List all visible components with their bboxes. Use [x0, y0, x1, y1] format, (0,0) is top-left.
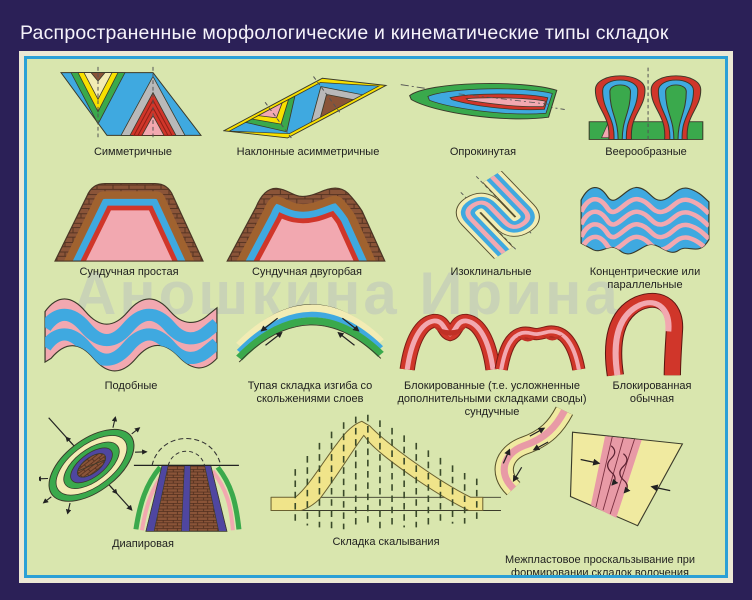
figure-caption: Симметричные: [93, 146, 173, 158]
figure-blocked-ordinary: Блокированная обычная: [591, 291, 713, 406]
figure-caption: Диапировая: [112, 538, 174, 550]
figure-caption: Межпластовое проскальзывание при формиро…: [504, 554, 696, 575]
figure-caption: Складка скалывания: [332, 536, 440, 548]
figure-box-double: Сундучная двугорбая: [219, 175, 395, 279]
figure-similar: Подобные: [41, 291, 221, 393]
box-fold-diagram: [54, 183, 204, 262]
figure-caption: Веерообразные: [605, 146, 687, 158]
shear-fold-diagram: [270, 414, 501, 530]
similar-fold-diagram: [44, 298, 218, 372]
symmetric-fold-diagram: [60, 66, 202, 141]
inclined-fold-diagram: [223, 76, 388, 140]
figure-caption: Опрокинутая: [449, 146, 517, 158]
figure-concentric: Концентрические или параллельные: [575, 175, 715, 292]
figure-fan-shaped: Веерообразные: [583, 65, 709, 159]
blunt-fold-diagram: [236, 304, 384, 363]
figure-caption: Сундучная двугорбая: [251, 266, 363, 278]
blocked-ordinary-fold-diagram: [604, 292, 684, 377]
figure-inclined-asymmetric: Наклонные асимметричные: [223, 65, 393, 159]
diagram-panel: Аношкина Ирина Симметричные: [24, 56, 728, 578]
figure-isoclinal: Изоклинальные: [411, 171, 571, 279]
figure-caption: Тупая складка изгиба со скольжениями сло…: [247, 380, 373, 406]
figure-blocked-box: Блокированные (т.е. усложненные дополнит…: [397, 291, 587, 420]
figure-symmetric: Симметричные: [49, 65, 217, 159]
page-title: Распространенные морфологические и кинем…: [20, 22, 669, 44]
box-double-fold-diagram: [226, 187, 386, 262]
isoclinal-fold-diagram: [455, 171, 540, 259]
figure-caption: Сундучная простая: [79, 266, 179, 278]
figure-caption: Подобные: [104, 380, 158, 392]
figure-overturned: Опрокинутая: [397, 65, 569, 159]
figure-caption: Концентрические или параллельные: [589, 266, 701, 292]
figure-interlayer-slip: Межпластовое проскальзывание при формиро…: [483, 403, 717, 575]
concentric-fold-diagram: [580, 187, 710, 255]
diapir-fold-diagram: [39, 416, 242, 532]
interlayer-slip-diagram: [494, 406, 684, 527]
figure-caption: Изоклинальные: [450, 266, 532, 278]
figure-box-simple: Сундучная простая: [45, 175, 213, 279]
figure-caption: Блокированные (т.е. усложненные дополнит…: [397, 380, 587, 419]
figure-caption: Наклонные асимметричные: [236, 146, 380, 158]
blocked-box-fold-diagram: [399, 313, 586, 371]
fan-fold-diagram: [588, 67, 704, 142]
figure-diapiric: Диапировая: [39, 407, 247, 551]
figure-caption: Блокированная обычная: [612, 380, 692, 406]
figure-blunt-flexure: Тупая складка изгиба со скольжениями сло…: [225, 291, 395, 406]
figure-shear-fold: Складка скалывания: [265, 411, 507, 549]
overturned-fold-diagram: [400, 83, 565, 120]
